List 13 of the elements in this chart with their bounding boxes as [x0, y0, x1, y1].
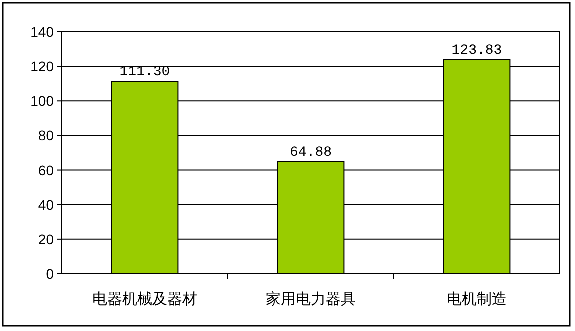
y-tick-label: 140	[30, 24, 54, 40]
y-tick-label: 20	[38, 231, 54, 248]
y-tick-label: 60	[38, 162, 54, 178]
data-label: 123.83	[452, 42, 502, 59]
y-tick-label: 0	[46, 266, 54, 282]
x-tick-label: 家用电力器具	[266, 291, 356, 308]
y-tick-label: 100	[30, 93, 54, 110]
data-label: 64.88	[290, 144, 332, 161]
y-tick-label: 40	[38, 196, 54, 213]
x-tick-label: 电器机械及器材	[92, 291, 198, 308]
y-tick-label: 80	[38, 128, 54, 144]
x-tick-label: 电机制造	[447, 291, 507, 308]
y-tick-label: 120	[30, 58, 54, 75]
